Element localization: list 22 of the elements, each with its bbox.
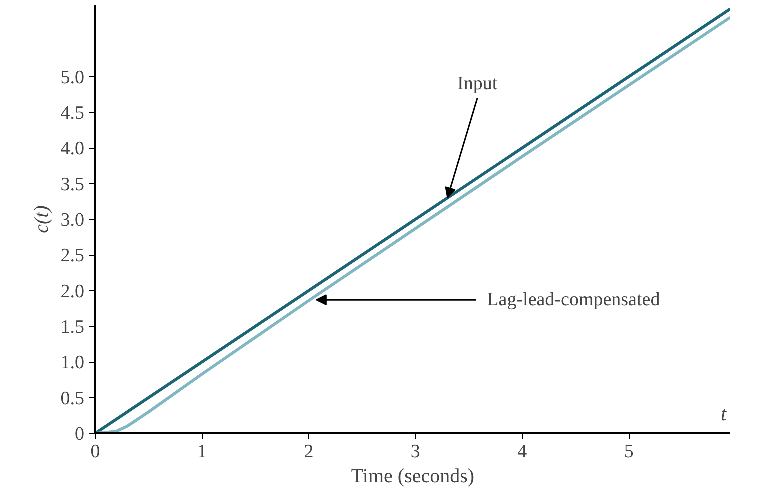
annotation: t (720, 404, 727, 426)
y-tick-label: 3.0 (60, 210, 84, 231)
x-tick-label: 2 (304, 442, 314, 462)
annotation: Input (458, 74, 498, 95)
y-tick-label: 5.0 (60, 67, 84, 88)
x-tick-label: 0 (90, 442, 100, 462)
y-tick-label: 2.5 (60, 246, 84, 267)
y-axis-title: c(t) (30, 205, 53, 234)
x-axis-title: Time (seconds) (351, 466, 475, 488)
x-tick-label: 4 (518, 442, 528, 462)
x-tick-label: 5 (624, 442, 634, 462)
x-tick-label: 1 (197, 442, 207, 462)
y-tick-label: 2.0 (60, 281, 84, 302)
y-tick-label: 1.0 (60, 352, 84, 374)
y-tick-label: 0.5 (60, 388, 84, 410)
y-tick-label: 4.5 (60, 103, 84, 124)
x-tick-label: 3 (410, 442, 420, 462)
y-tick-label: 3.5 (60, 174, 84, 196)
y-tick-label: 1.5 (60, 317, 84, 338)
annotation: Lag-lead-compensated (487, 290, 661, 311)
y-tick-label: 4.0 (60, 138, 84, 160)
y-tick-label: 0 (75, 424, 84, 445)
